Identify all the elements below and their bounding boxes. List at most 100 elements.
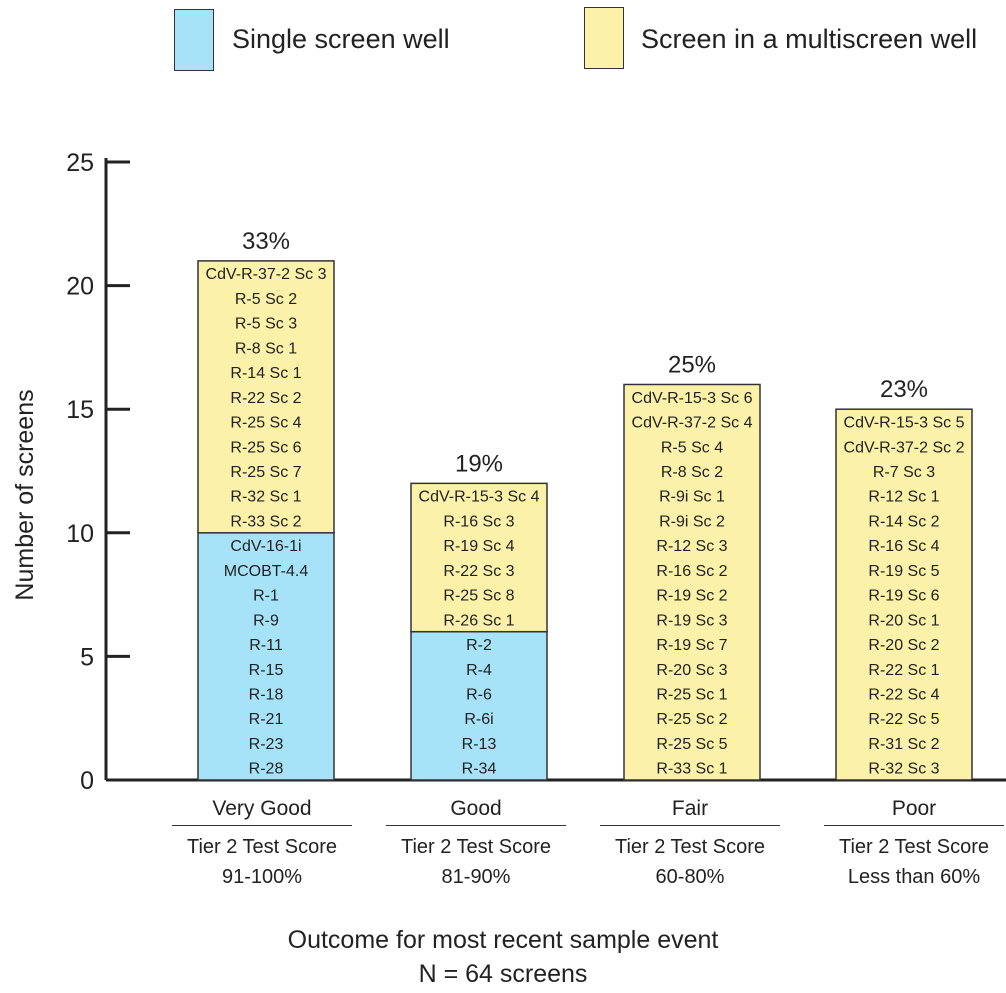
percent-label: 23%: [880, 376, 928, 403]
x-axis-subtitle: N = 64 screens: [418, 960, 588, 988]
screen-label: R-8 Sc 2: [661, 464, 723, 481]
screen-label: R-25 Sc 2: [656, 711, 727, 728]
screen-label: CdV-16-1i: [230, 538, 301, 555]
screen-label: R-23: [249, 736, 284, 753]
screen-label: R-12 Sc 3: [656, 538, 727, 555]
y-tick-label: 10: [66, 520, 94, 548]
legend-label-multi: Screen in a multiscreen well: [641, 24, 978, 54]
screen-label: R-5 Sc 3: [235, 316, 297, 333]
screen-label: R-20 Sc 3: [656, 662, 727, 679]
category-subtitle: Tier 2 Test Score: [400, 836, 552, 858]
screen-label: R-20 Sc 2: [868, 637, 939, 654]
y-tick-label: 0: [80, 767, 94, 795]
category-subtitle: Tier 2 Test Score: [614, 836, 766, 858]
bar-labels: CdV-16-1iMCOBT-4.4R-1R-9R-11R-15R-18R-21…: [206, 228, 965, 778]
category-score-range: Less than 60%: [847, 866, 981, 888]
screen-label: R-25 Sc 8: [443, 588, 514, 605]
screen-label: R-12 Sc 1: [868, 489, 939, 506]
screen-label: R-31 Sc 2: [868, 736, 939, 753]
screen-label: R-13: [462, 736, 497, 753]
bar-segment-multi: [197, 260, 335, 534]
category-label-block: Fair Tier 2 Test Score 60-80%: [600, 795, 780, 892]
screen-label: R-14 Sc 1: [230, 365, 301, 382]
category-rule: [172, 825, 352, 826]
category-name: Fair: [671, 797, 709, 820]
category-subtitle: Tier 2 Test Score: [186, 836, 338, 858]
legend-swatch-single: [174, 9, 214, 71]
screen-label: MCOBT-4.4: [224, 563, 309, 580]
percent-label: 19%: [455, 450, 503, 477]
category-rule: [824, 825, 1004, 826]
category-score-range: 60-80%: [655, 866, 725, 888]
screen-label: R-16 Sc 2: [656, 563, 727, 580]
bar-segment-multi: [410, 482, 548, 633]
screen-label: R-26 Sc 1: [443, 612, 514, 629]
bar-segment-single: [197, 532, 335, 781]
screen-label: R-19 Sc 2: [656, 588, 727, 605]
category-label-block: Poor Tier 2 Test Score Less than 60%: [824, 795, 1004, 892]
category-name: Very Good: [212, 797, 312, 820]
screen-label: R-20 Sc 1: [868, 612, 939, 629]
percent-label: 25%: [668, 351, 716, 378]
screen-label: R-22 Sc 1: [868, 662, 939, 679]
y-axis-title: Number of screens: [11, 389, 39, 600]
category-rule: [600, 825, 780, 826]
screen-label: CdV-R-15-3 Sc 6: [632, 390, 753, 407]
screen-label: R-25 Sc 6: [230, 439, 301, 456]
screen-label: R-8 Sc 1: [235, 340, 297, 357]
screen-label: R-28: [249, 761, 284, 778]
screen-label: R-25 Sc 1: [656, 686, 727, 703]
screen-label: R-19 Sc 6: [868, 588, 939, 605]
screen-label: R-4: [466, 662, 492, 679]
screen-label: R-5 Sc 4: [661, 439, 723, 456]
screen-label: R-6: [466, 686, 492, 703]
screen-label: R-7 Sc 3: [873, 464, 935, 481]
screen-label: R-9i Sc 1: [659, 489, 725, 506]
x-axis-title: Outcome for most recent sample event: [287, 926, 719, 954]
category-name: Poor: [891, 797, 937, 820]
screen-label: R-11: [249, 637, 283, 654]
screen-label: R-25 Sc 4: [230, 415, 301, 432]
screen-label: CdV-R-37-2 Sc 2: [844, 439, 965, 456]
category-subtitle: Tier 2 Test Score: [838, 836, 990, 858]
screen-label: R-22 Sc 2: [230, 390, 301, 407]
screen-label: R-21: [249, 711, 284, 728]
screen-label: R-32 Sc 1: [230, 489, 301, 506]
screen-label: R-5 Sc 2: [235, 291, 297, 308]
screen-label: R-18: [249, 686, 284, 703]
screen-label: R-16 Sc 4: [868, 538, 939, 555]
screen-label: R-25 Sc 7: [230, 464, 301, 481]
screen-label: R-1: [253, 588, 279, 605]
screen-label: R-6i: [464, 711, 493, 728]
screen-label: CdV-R-15-3 Sc 4: [419, 489, 540, 506]
screen-label: CdV-R-37-2 Sc 3: [206, 266, 327, 283]
screen-label: R-16 Sc 3: [443, 513, 514, 530]
screen-label: R-22 Sc 5: [868, 711, 939, 728]
y-tick-label: 15: [66, 396, 94, 424]
category-rule: [386, 825, 566, 826]
screen-label: R-33 Sc 2: [230, 513, 301, 530]
category-name: Good: [450, 797, 502, 820]
screen-label: R-2: [466, 637, 492, 654]
bar-segment-multi: [835, 408, 973, 781]
percent-label: 33%: [242, 228, 290, 255]
screen-label: R-14 Sc 2: [868, 513, 939, 530]
screen-label: R-33 Sc 1: [656, 761, 727, 778]
bar-segment-multi: [623, 383, 761, 781]
category-label-block: Very Good Tier 2 Test Score 91-100%: [172, 795, 352, 892]
screen-label: CdV-R-15-3 Sc 5: [844, 415, 965, 432]
bar-segment-single: [410, 630, 548, 781]
legend-swatch-multi: [584, 7, 624, 69]
screen-label: R-19 Sc 4: [443, 538, 514, 555]
screen-label: R-34: [462, 761, 497, 778]
bars: [197, 260, 973, 781]
category-score-range: 91-100%: [221, 866, 303, 888]
screen-label: R-19 Sc 3: [656, 612, 727, 629]
screen-label: R-22 Sc 4: [868, 686, 939, 703]
screen-label: R-25 Sc 5: [656, 736, 727, 753]
category-score-range: 81-90%: [441, 866, 511, 888]
screen-label: R-9: [253, 612, 279, 629]
y-tick-label: 20: [66, 273, 94, 301]
screen-label: R-9i Sc 2: [659, 513, 725, 530]
